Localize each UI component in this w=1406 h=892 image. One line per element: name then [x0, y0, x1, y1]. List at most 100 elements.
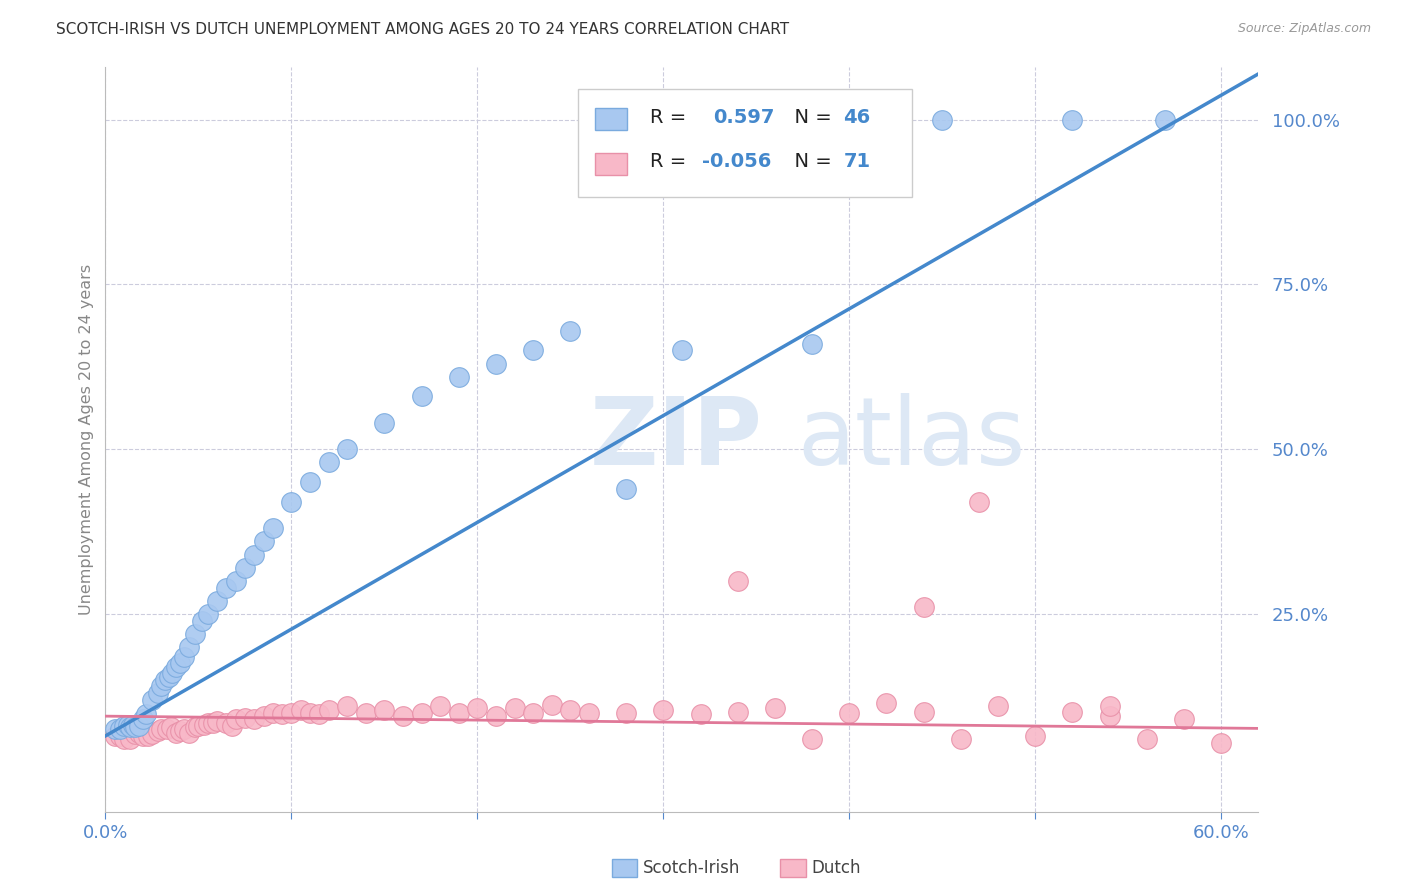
Point [485, 709, 508, 723]
Text: Dutch: Dutch [811, 859, 860, 877]
FancyBboxPatch shape [596, 153, 627, 175]
Point [150, 680, 173, 694]
Point [128, 725, 150, 739]
Point [169, 657, 191, 671]
Point [1062, 112, 1084, 127]
Point [763, 700, 786, 714]
Point [1024, 729, 1046, 743]
Point [252, 534, 274, 549]
Text: R =: R = [650, 108, 699, 127]
Point [252, 709, 274, 723]
Point [447, 369, 470, 384]
Point [801, 336, 824, 351]
Point [187, 719, 209, 733]
Point [183, 720, 205, 734]
Point [233, 711, 256, 725]
Text: N =: N = [782, 153, 838, 171]
Point [122, 717, 145, 731]
Point [522, 706, 544, 720]
Point [117, 717, 139, 731]
Point [153, 673, 176, 687]
Point [727, 705, 749, 719]
Point [838, 706, 860, 720]
Point [318, 455, 340, 469]
Point [392, 709, 415, 723]
Point [411, 706, 433, 720]
Point [112, 719, 135, 733]
Point [131, 713, 153, 727]
Text: N =: N = [782, 108, 838, 127]
Point [801, 732, 824, 747]
Point [318, 702, 340, 716]
Point [221, 719, 243, 733]
Point [336, 442, 359, 457]
Point [112, 732, 135, 747]
Point [298, 706, 321, 720]
Point [485, 357, 508, 371]
Point [157, 670, 180, 684]
Text: SCOTCH-IRISH VS DUTCH UNEMPLOYMENT AMONG AGES 20 TO 24 YEARS CORRELATION CHART: SCOTCH-IRISH VS DUTCH UNEMPLOYMENT AMONG… [56, 22, 789, 37]
Point [1098, 709, 1121, 723]
Point [560, 324, 582, 338]
Point [280, 495, 302, 509]
Point [578, 706, 600, 720]
Point [141, 727, 163, 741]
Text: Source: ZipAtlas.com: Source: ZipAtlas.com [1237, 22, 1371, 36]
Point [298, 475, 321, 490]
Point [141, 692, 163, 706]
Point [179, 640, 201, 654]
Point [225, 713, 247, 727]
FancyBboxPatch shape [578, 89, 912, 197]
Point [467, 700, 489, 714]
Point [215, 715, 238, 730]
Point [949, 732, 972, 747]
Point [197, 715, 219, 730]
Point [912, 705, 935, 719]
Point [875, 696, 897, 710]
Point [336, 699, 359, 714]
Point [169, 724, 191, 739]
Point [1173, 713, 1195, 727]
Point [162, 666, 184, 681]
Point [215, 581, 238, 595]
Point [411, 389, 433, 403]
Point [1211, 735, 1233, 749]
Point [197, 607, 219, 621]
Point [173, 723, 195, 737]
Point [146, 724, 169, 739]
Point [110, 729, 132, 743]
Point [128, 719, 150, 733]
Point [159, 720, 181, 734]
Point [104, 723, 127, 737]
Text: -0.056: -0.056 [702, 153, 770, 171]
Point [503, 700, 526, 714]
Point [205, 594, 228, 608]
Point [124, 727, 146, 741]
Point [540, 698, 562, 712]
Point [560, 702, 582, 716]
Point [1154, 112, 1177, 127]
Point [1136, 732, 1159, 747]
Point [373, 416, 395, 430]
Point [262, 706, 284, 720]
Point [225, 574, 247, 588]
Point [671, 343, 693, 358]
Point [205, 714, 228, 728]
Point [373, 702, 395, 716]
Point [308, 707, 330, 722]
Point [156, 723, 179, 737]
Point [202, 715, 225, 730]
Point [173, 649, 195, 664]
Point [354, 706, 377, 720]
Point [280, 706, 302, 720]
Point [447, 706, 470, 720]
Point [689, 707, 711, 722]
Point [1062, 705, 1084, 719]
Point [193, 717, 215, 731]
Point [969, 495, 991, 509]
Text: ZIP: ZIP [589, 393, 762, 485]
Point [146, 686, 169, 700]
Point [243, 713, 266, 727]
Point [165, 659, 187, 673]
Text: Scotch-Irish: Scotch-Irish [643, 859, 740, 877]
